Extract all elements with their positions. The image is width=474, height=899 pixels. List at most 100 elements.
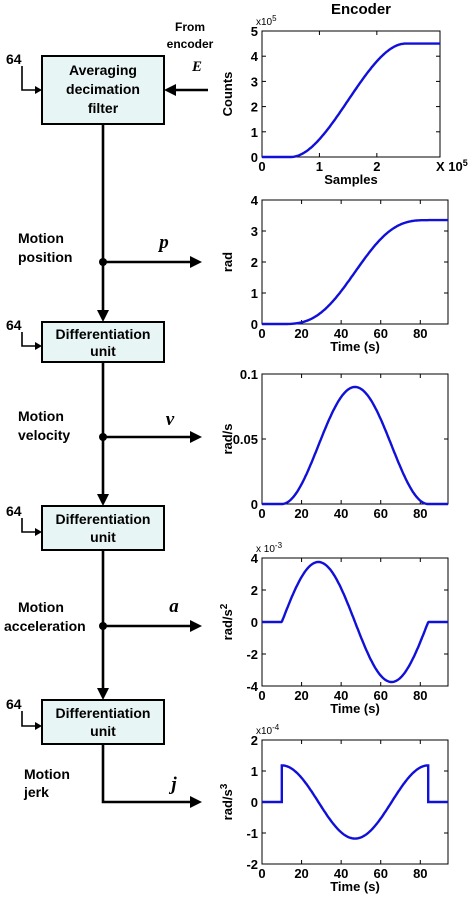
chart-2: 0 20 40 60 80 0 1 2 3 4 Time (s) rad [220,193,449,354]
x-tick-label: 0 [258,688,265,703]
x-tick-label: 60 [373,866,387,881]
encoder-input-arrowhead [164,84,176,96]
decimation-input-1 [21,66,38,91]
x-tick-label: 20 [294,326,308,341]
decimation-arrow-1 [35,86,42,94]
y-tick-label: 1 [251,125,258,140]
y-tick-label: 2 [251,255,258,270]
signal-path-4 [101,744,195,804]
decimation-factor-4: 64 [6,696,22,712]
decimation-arrow-2 [35,342,42,350]
data-series-line [262,764,448,840]
x-multiplier: X 105 [436,158,468,174]
y-multiplier-exponent: 5 [272,14,277,23]
block-1-label-line1: Averaging [69,62,137,78]
x-tick-label: 40 [334,326,348,341]
y-tick-label: 4 [251,193,259,208]
x-tick-label: 2 [373,159,380,174]
y-tick-label: 3 [251,224,258,239]
y-axis-label-exponent: 2 [219,603,230,609]
x-multiplier-exponent: 5 [463,158,468,168]
y-axis-label-exponent: 3 [219,783,230,789]
averaging-decimation-filter-block [41,55,165,125]
block-4-label-line1: Differentiation [56,705,151,721]
output-acceleration-label-line2: acceleration [4,618,86,634]
x-tick-label: 0 [258,326,265,341]
x-tick-label: 60 [373,326,387,341]
x-tick-label: 1 [316,159,323,174]
block-2-label-line2: unit [90,343,116,359]
y-tick-label: 1 [251,764,258,779]
output-jerk-label-line2: jerk [23,784,49,800]
x-axis-label: Time (s) [330,339,380,354]
y-tick-label: 4 [251,49,259,64]
arrowhead-acceleration [190,620,202,632]
block-3-label-line2: unit [90,529,116,545]
output-jerk-symbol: j [168,774,177,795]
data-series-line [262,42,440,159]
y-tick-label: 2 [251,733,258,748]
x-tick-label: 20 [294,866,308,881]
y-tick-label: 5 [251,24,258,39]
data-series-line [262,385,448,506]
decimation-factor-2: 64 [6,317,22,333]
x-tick-label: 20 [294,506,308,521]
output-velocity-label-line2: velocity [18,427,70,443]
y-tick-label: -1 [246,826,258,841]
arrowhead-down-2 [97,494,109,506]
block-1-label-line3: filter [88,100,119,116]
output-position-symbol: p [157,232,169,253]
source-symbol: E [191,59,202,75]
output-velocity-symbol: v [166,409,175,430]
decimation-factor-3: 64 [6,503,22,519]
x-tick-label: 60 [373,688,387,703]
output-position-label-line2: position [18,249,72,265]
arrowhead-down-3 [97,688,109,700]
x-tick-label: 80 [413,866,427,881]
y-tick-label: 0.05 [233,432,258,447]
decimation-input-4 [21,711,38,727]
block-1-label-line2: decimation [66,81,140,97]
arrowhead-jerk [190,796,202,808]
x-tick-label: 40 [334,688,348,703]
decimation-arrow-3 [35,528,42,536]
x-tick-label: 80 [413,506,427,521]
decimation-factor-1: 64 [6,51,22,67]
block-2-label-line1: Differentiation [56,326,151,342]
y-tick-label: 4 [251,551,259,566]
chart-4: 0 20 40 60 80 -4 -2 0 2 4 Time (s) rad/s2 x 10-3 [219,541,449,716]
arrowhead-velocity [190,431,202,443]
y-multiplier-exponent: -3 [275,541,283,550]
y-multiplier-exponent: -4 [272,723,280,732]
junction-dot-velocity [99,433,107,441]
y-axis-label: Counts [220,72,235,117]
x-axis-label: Samples [324,172,377,187]
output-velocity-label-line1: Motion [18,408,64,424]
y-tick-label: -4 [246,679,258,694]
block-3-label-line1: Differentiation [56,511,151,527]
output-position-label-line1: Motion [18,230,64,246]
x-axis-label: Time (s) [330,879,380,894]
x-tick-label: 40 [334,506,348,521]
y-axis-label: rad/s3 [219,783,236,820]
plot-frame [261,30,441,158]
decimation-arrow-4 [35,722,42,730]
y-tick-label: 2 [251,583,258,598]
source-label-line2: encoder [167,37,214,51]
x-tick-label: 60 [373,506,387,521]
block-diagram: Averaging decimation filter Differentiat… [4,20,214,808]
y-tick-label: 0 [251,150,258,165]
y-axis-label: rad [220,252,235,272]
y-multiplier: x 10-3 [256,541,283,555]
x-tick-label: 40 [334,866,348,881]
output-acceleration-label-line1: Motion [18,599,64,615]
y-tick-label: 0 [251,795,258,810]
differentiation-unit-block-1 [41,321,165,363]
differentiation-unit-block-2 [41,505,165,551]
x-axis-label: Time (s) [330,701,380,716]
y-axis-label: rad/s [220,423,235,454]
y-tick-label: 0 [251,317,258,332]
